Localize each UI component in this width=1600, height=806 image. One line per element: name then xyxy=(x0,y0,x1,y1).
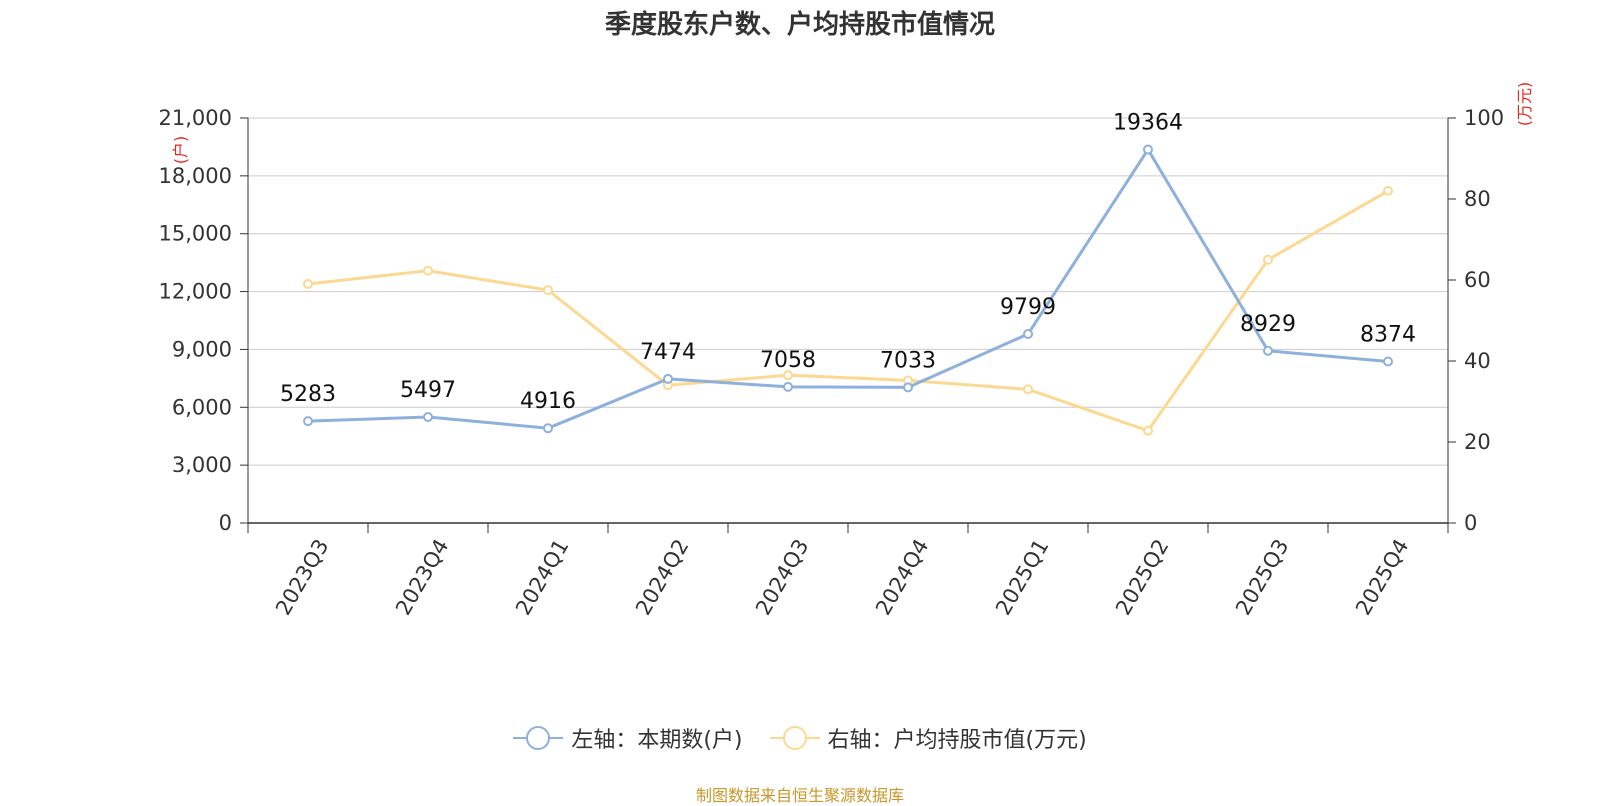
series-point-left xyxy=(903,382,913,393)
data-label: 19364 xyxy=(1113,111,1183,136)
series-point-left xyxy=(423,411,433,422)
series-point-right xyxy=(543,285,553,296)
series-point-right xyxy=(303,279,313,290)
y-left-tick-label: 9,000 xyxy=(172,337,232,361)
legend-label-left-series: 左轴：本期数(户) xyxy=(571,728,743,753)
series-point-right xyxy=(1383,185,1393,196)
y-left-tick-label: 12,000 xyxy=(159,280,232,304)
x-tick-label: 2024Q4 xyxy=(871,535,933,619)
y-left-unit-label: (户) xyxy=(171,136,190,165)
data-label: 7033 xyxy=(880,348,936,373)
data-label: 7474 xyxy=(640,340,696,365)
source-footer: 制图数据来自恒生聚源数据库 xyxy=(695,786,904,805)
x-tick-label: 2024Q1 xyxy=(511,535,573,619)
legend: 左轴：本期数(户) 右轴：户均持股市值(万元) xyxy=(0,722,1600,757)
x-tick-label: 2023Q3 xyxy=(271,535,333,619)
y-left-tick-label: 6,000 xyxy=(172,395,232,419)
y-left-tick-label: 15,000 xyxy=(159,222,232,246)
series-point-left xyxy=(543,423,553,434)
x-tick-label: 2025Q2 xyxy=(1111,535,1173,619)
data-label: 8929 xyxy=(1240,312,1296,337)
series-point-right xyxy=(1263,254,1273,265)
data-label: 5497 xyxy=(400,378,456,403)
y-right-tick-label: 40 xyxy=(1464,349,1491,373)
x-tick-label: 2024Q2 xyxy=(631,535,693,619)
series-point-right xyxy=(1143,425,1153,436)
x-tick-label: 2025Q3 xyxy=(1231,535,1293,619)
series-point-left xyxy=(1383,356,1393,367)
y-right-tick-label: 0 xyxy=(1464,511,1477,535)
series-point-left xyxy=(783,381,793,392)
x-tick-label: 2024Q3 xyxy=(751,535,813,619)
y-right-tick-label: 100 xyxy=(1464,106,1504,130)
y-right-tick-label: 20 xyxy=(1464,430,1491,454)
y-right-tick-label: 60 xyxy=(1464,268,1491,292)
data-label: 9799 xyxy=(1000,295,1056,320)
y-right-tick-label: 80 xyxy=(1464,187,1491,211)
series-point-right xyxy=(1023,384,1033,395)
y-right-unit-label: (万元) xyxy=(1515,82,1534,127)
y-left-tick-label: 0 xyxy=(219,511,232,535)
series-point-left xyxy=(1023,329,1033,340)
series-line-right xyxy=(307,189,1389,433)
data-label: 8374 xyxy=(1360,323,1416,348)
legend-item-left-series[interactable]: 左轴：本期数(户) xyxy=(513,722,743,754)
data-label: 4916 xyxy=(520,389,576,414)
series-point-right xyxy=(783,370,793,381)
series-point-right xyxy=(423,265,433,276)
legend-swatch-right-series xyxy=(769,725,820,751)
x-tick-label: 2025Q4 xyxy=(1351,535,1413,619)
series-point-left xyxy=(663,373,673,384)
y-left-tick-label: 18,000 xyxy=(159,164,232,188)
data-label: 5283 xyxy=(280,382,336,407)
x-tick-label: 2025Q1 xyxy=(991,535,1053,619)
legend-label-right-series: 右轴：户均持股市值(万元) xyxy=(827,728,1087,753)
chart-title: 季度股东户数、户均持股市值情况 xyxy=(604,10,995,40)
legend-swatch-left-series xyxy=(513,725,564,751)
y-left-tick-label: 21,000 xyxy=(159,106,232,130)
data-label: 7058 xyxy=(760,348,816,373)
y-left-tick-label: 3,000 xyxy=(172,453,232,477)
x-tick-label: 2023Q4 xyxy=(391,535,453,619)
series-point-left xyxy=(1143,144,1153,155)
legend-item-right-series[interactable]: 右轴：户均持股市值(万元) xyxy=(769,722,1087,754)
series-point-left xyxy=(1263,345,1273,356)
series-point-left xyxy=(303,416,313,427)
series-line-left xyxy=(307,148,1389,430)
